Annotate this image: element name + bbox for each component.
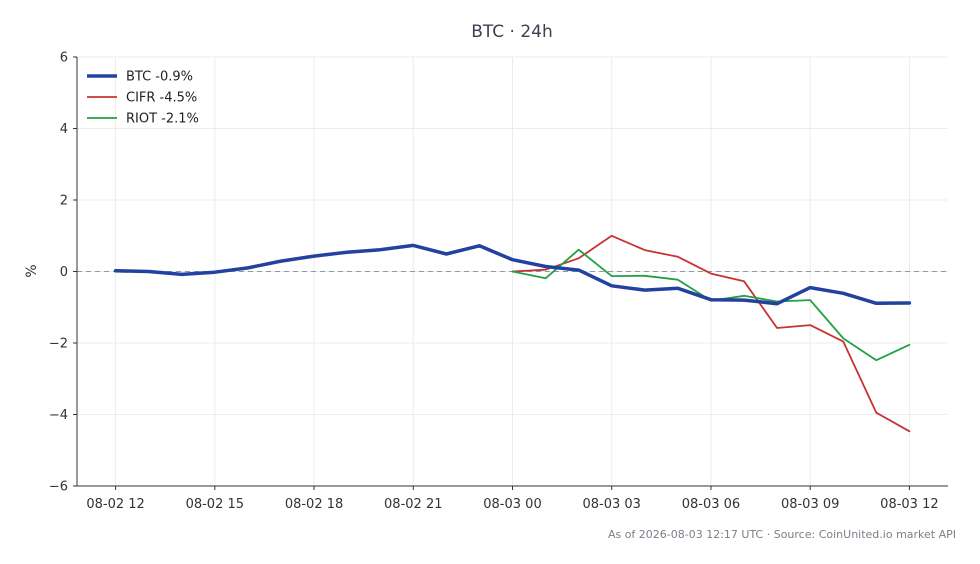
x-tick-label: 08-03 06	[682, 497, 740, 512]
y-tick-label: −2	[49, 337, 68, 352]
series-layer	[113, 234, 912, 433]
legend-label: RIOT -2.1%	[126, 112, 199, 127]
x-tick-label: 08-02 15	[186, 497, 244, 512]
y-tick-label: −6	[49, 480, 68, 495]
y-tick-label: −4	[49, 408, 68, 423]
legend: BTC -0.9% CIFR -4.5% RIOT -2.1%	[87, 70, 199, 127]
ticks-layer: 6 4 2 0 −2 −4 −6 08-02 12 08-02 15 08-02 18 08-02 …	[49, 51, 939, 513]
x-tick-label: 08-02 18	[285, 497, 343, 512]
series-line-cifr	[511, 234, 911, 433]
legend-label: BTC -0.9%	[126, 70, 193, 85]
x-tick-label: 08-03 00	[483, 497, 541, 512]
legend-label: CIFR -4.5%	[126, 91, 197, 106]
y-tick-label: 4	[60, 122, 68, 137]
y-axis-label: %	[24, 264, 40, 277]
x-tick-label: 08-03 09	[781, 497, 839, 512]
series-line-btc	[113, 243, 912, 306]
x-tick-label: 08-03 12	[880, 497, 938, 512]
y-tick-label: 0	[60, 265, 68, 280]
y-tick-label: 6	[60, 51, 68, 66]
y-tick-label: 2	[60, 194, 68, 209]
x-tick-label: 08-02 12	[86, 497, 144, 512]
source-note: As of 2026-08-03 12:17 UTC · Source: Coi…	[608, 528, 956, 541]
x-tick-label: 08-03 03	[583, 497, 641, 512]
chart-title: BTC · 24h	[471, 22, 553, 42]
x-tick-label: 08-02 21	[384, 497, 442, 512]
